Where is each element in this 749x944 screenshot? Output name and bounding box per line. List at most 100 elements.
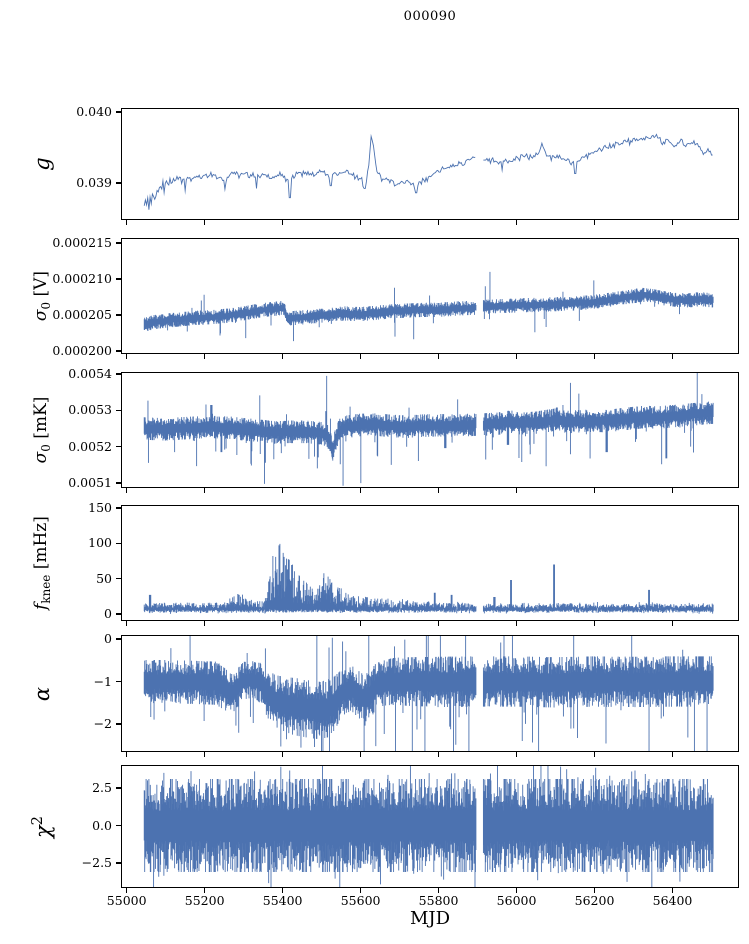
- x-tick-mark: [125, 620, 128, 626]
- y-axis-label: α: [30, 686, 54, 700]
- y-axis-label-part: 0: [39, 444, 54, 452]
- x-tick-mark: [203, 219, 206, 225]
- y-tick-label: 100: [88, 535, 112, 551]
- x-tick-mark: [593, 887, 596, 893]
- y-tick-label: 0.0054: [68, 365, 112, 381]
- y-tick-mark: [116, 507, 122, 509]
- x-tick-mark: [125, 353, 128, 359]
- x-tick-label: 56200: [574, 893, 615, 908]
- x-tick-mark: [437, 620, 440, 626]
- y-tick-mark: [116, 862, 122, 864]
- y-axis-label-part: σ: [30, 309, 51, 322]
- subplot-alpha: α 0 −1 −2: [30, 632, 739, 757]
- x-tick-mark: [671, 487, 674, 493]
- time-series-plot: [122, 636, 738, 751]
- time-series-plot: [122, 373, 738, 487]
- y-tick-mark: [116, 373, 122, 375]
- time-series-plot: [122, 766, 738, 887]
- y-axis-label: σ0 [V]: [31, 271, 53, 321]
- subplot-sigma0-mk: σ0 [mK] 0.0051 0.0052 0.0053 0.0054: [31, 367, 739, 493]
- y-tick-mark: [116, 314, 122, 316]
- y-tick-label: −1: [93, 673, 112, 689]
- x-tick-mark: [281, 887, 284, 893]
- x-tick-mark: [281, 487, 284, 493]
- x-tick-mark: [593, 620, 596, 626]
- subplot-g: g 0.039 0.040: [30, 105, 739, 225]
- y-tick-label: 0.0: [92, 817, 112, 833]
- x-tick-mark: [359, 219, 362, 225]
- x-tick-mark: [671, 887, 674, 893]
- x-tick-mark: [203, 620, 206, 626]
- y-tick-label: 0.0051: [68, 474, 112, 490]
- y-axis-label-part: [mHz]: [30, 516, 51, 575]
- y-axis-label-part: [mK]: [30, 396, 51, 445]
- y-tick-mark: [116, 445, 122, 448]
- x-tick-mark: [593, 353, 596, 359]
- x-tick-mark: [281, 620, 284, 626]
- time-series-plot: [122, 506, 738, 620]
- y-tick-label: 0.000215: [52, 234, 112, 250]
- y-tick-label: 0: [104, 630, 112, 646]
- y-tick-mark: [116, 350, 122, 352]
- y-tick-mark: [116, 182, 122, 184]
- x-tick-mark: [359, 487, 362, 493]
- x-tick-mark: [671, 219, 674, 225]
- y-tick-label: 0.000200: [52, 342, 112, 358]
- x-tick-mark: [203, 751, 206, 757]
- y-tick-mark: [116, 482, 122, 484]
- x-tick-mark: [515, 751, 518, 757]
- y-tick-mark: [116, 723, 122, 725]
- y-axis-label: fknee [mHz]: [31, 516, 53, 610]
- y-tick-mark: [116, 111, 122, 113]
- y-axis-label-part: α: [30, 686, 54, 701]
- x-tick-label: 55400: [262, 893, 303, 908]
- y-axis-label-part: 2: [29, 815, 46, 825]
- x-tick-mark: [515, 353, 518, 359]
- x-tick-mark: [125, 751, 128, 757]
- y-tick-label: 0: [104, 605, 112, 621]
- y-tick-label: 150: [88, 499, 112, 515]
- y-tick-label: 0.000205: [52, 306, 112, 322]
- x-tick-mark: [203, 887, 206, 893]
- y-tick-label: −2.5: [81, 854, 112, 870]
- subplot-chi2: χ2 2.5 0.0 −2.5 55000 55200 55400 55600 55800 56…: [29, 765, 739, 907]
- x-tick-mark: [203, 353, 206, 359]
- y-tick-mark: [116, 542, 122, 545]
- y-tick-label: 50: [96, 570, 112, 586]
- x-tick-mark: [359, 887, 362, 893]
- x-tick-mark: [281, 353, 284, 359]
- y-axis-label-part: g: [30, 157, 54, 171]
- y-axis-label-part: χ: [31, 824, 55, 838]
- y-tick-label: 0.000210: [52, 270, 112, 286]
- time-series-plot: [122, 239, 738, 353]
- y-axis-label-part: [V]: [30, 270, 51, 302]
- x-tick-mark: [671, 620, 674, 626]
- y-tick-mark: [116, 613, 122, 615]
- x-tick-mark: [437, 887, 440, 893]
- x-tick-mark: [437, 751, 440, 757]
- x-tick-mark: [125, 219, 128, 225]
- y-tick-mark: [116, 680, 122, 683]
- subplot-fknee: fknee [mHz] 0 50 100 150: [31, 501, 739, 626]
- figure-title: 000090: [403, 9, 457, 24]
- y-tick-mark: [116, 242, 122, 244]
- x-tick-label: 55800: [418, 893, 459, 908]
- x-tick-mark: [593, 751, 596, 757]
- x-tick-mark: [359, 620, 362, 626]
- x-tick-mark: [281, 219, 284, 225]
- y-tick-label: 0.0052: [68, 438, 112, 454]
- y-tick-mark: [116, 409, 122, 412]
- x-tick-label: 56400: [652, 893, 693, 908]
- y-axis-label-part: knee: [39, 574, 54, 604]
- x-tick-mark: [671, 353, 674, 359]
- y-tick-label: 0.0053: [68, 402, 112, 418]
- y-axis-label: χ2: [29, 815, 55, 837]
- x-tick-mark: [203, 487, 206, 493]
- y-axis-label: σ0 [mK]: [31, 397, 53, 464]
- x-tick-mark: [515, 487, 518, 493]
- y-tick-mark: [116, 577, 122, 580]
- x-tick-mark: [593, 219, 596, 225]
- y-tick-mark: [116, 787, 122, 789]
- time-series-plot: [122, 109, 738, 219]
